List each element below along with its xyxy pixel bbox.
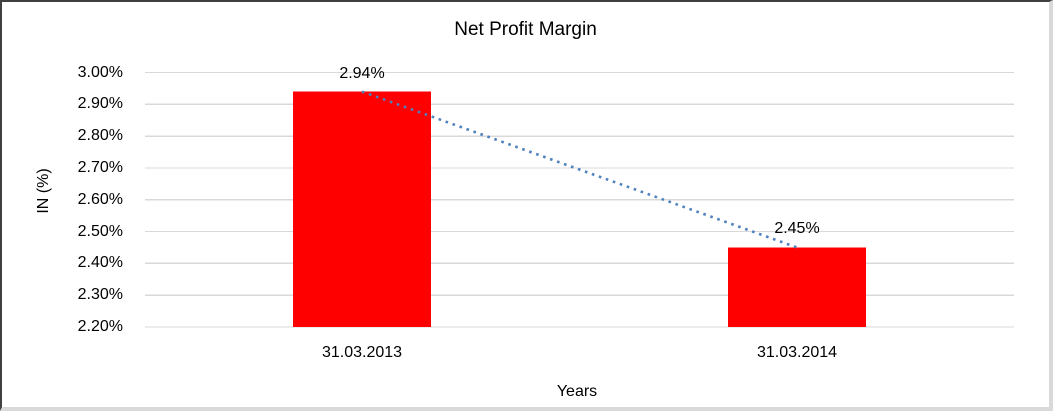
- bar-value-label: 2.94%: [339, 64, 385, 82]
- y-tick-label: 3.00%: [77, 63, 123, 81]
- x-tick-label: 31.03.2014: [756, 344, 838, 361]
- x-tick-label: 31.03.2013: [321, 344, 403, 361]
- y-tick-label: 2.90%: [77, 95, 123, 113]
- y-tick-label: 2.40%: [77, 254, 123, 272]
- trendline-dotted: [361, 90, 798, 249]
- y-tick-label: 2.30%: [77, 286, 123, 304]
- bar-31.03.2014: [728, 247, 866, 327]
- y-tick-label: 2.60%: [77, 190, 123, 208]
- net-profit-margin-chart: Net Profit Margin IN (%) Years 3.00% 2.90…: [2, 2, 1049, 407]
- y-tick-label: 2.70%: [77, 158, 123, 176]
- bar-31.03.2013: [293, 91, 431, 328]
- y-tick-label: 2.50%: [77, 222, 123, 240]
- y-tick-label: 2.20%: [77, 318, 123, 335]
- y-tick-label: 2.80%: [77, 127, 123, 145]
- chart-title: Net Profit Margin: [454, 19, 597, 40]
- plot-area: [145, 71, 1014, 328]
- x-axis-title: Years: [556, 383, 598, 400]
- bar-value-label: 2.45%: [774, 220, 820, 238]
